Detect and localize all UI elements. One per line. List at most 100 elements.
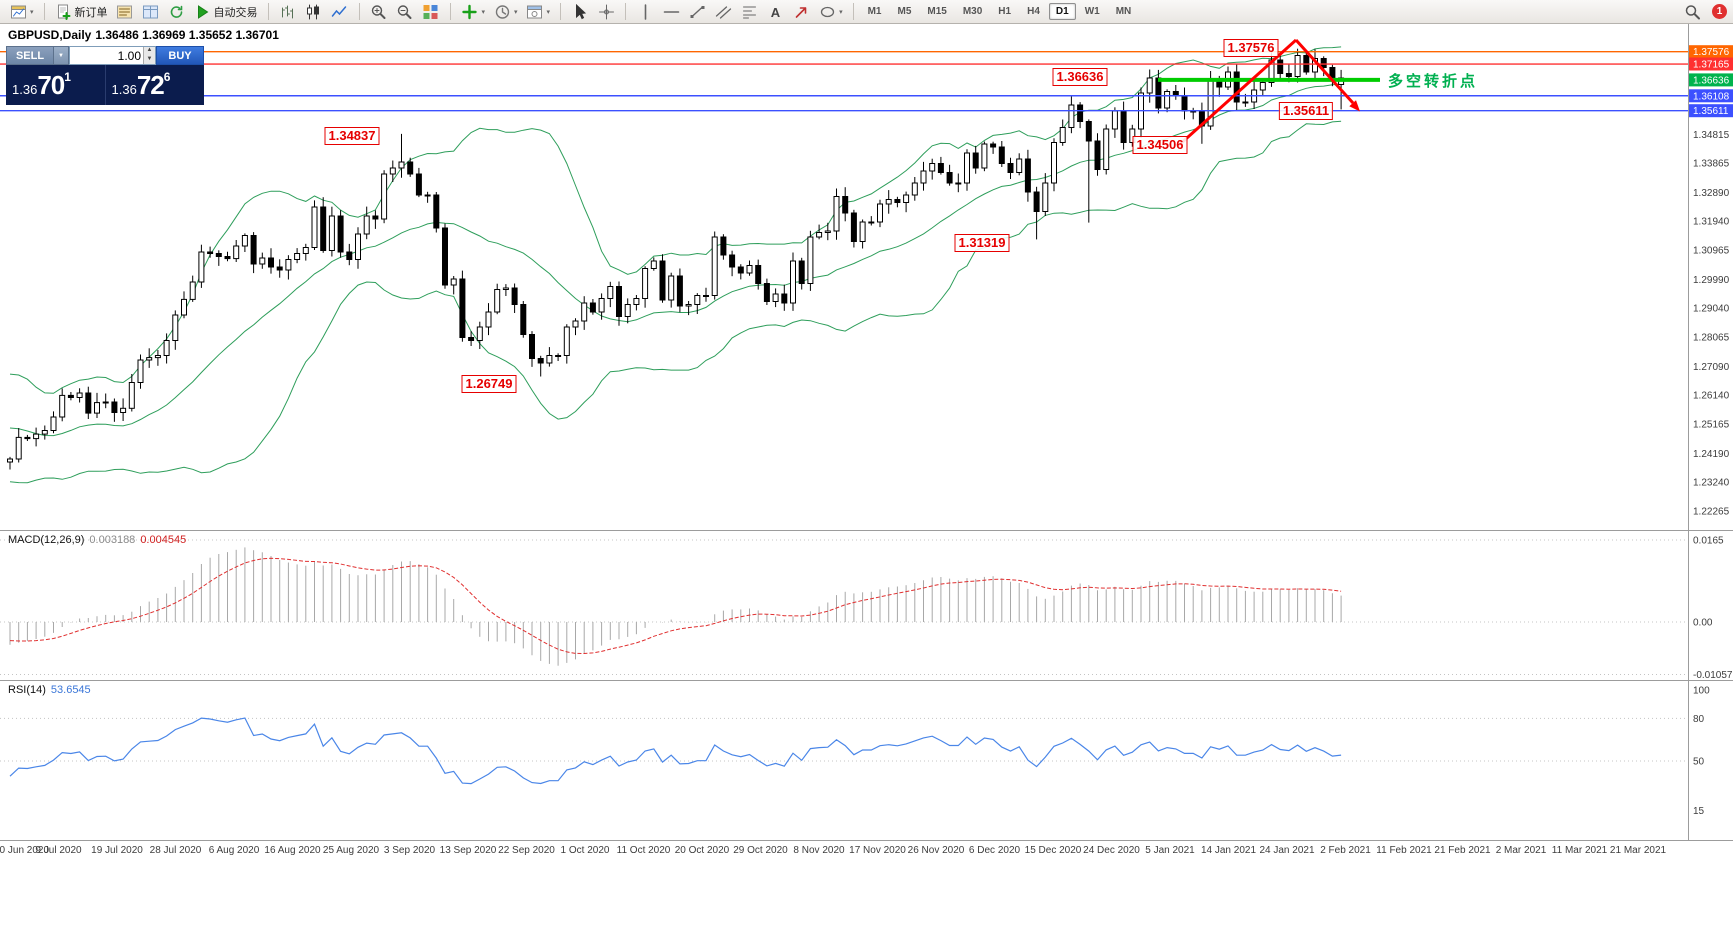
svg-text:21 Mar 2021: 21 Mar 2021 [1610,845,1667,856]
fibonacci-icon[interactable] [737,2,761,22]
templates-icon[interactable]: ▾ [523,2,554,22]
navigator-icon [168,3,186,21]
cursor-icon [571,3,589,21]
svg-text:6 Aug 2020: 6 Aug 2020 [209,845,260,856]
market-watch-icon[interactable] [113,2,137,22]
channel-icon[interactable] [711,2,735,22]
svg-text:0.0165: 0.0165 [1693,536,1724,547]
toolbar-separator [267,3,269,20]
indicators-icon[interactable]: ▾ [458,2,489,22]
svg-text:1.29990: 1.29990 [1693,275,1730,286]
zoom-in-icon [370,3,388,21]
horizontal-level-lines[interactable] [0,51,1688,112]
search-icon[interactable] [1680,2,1704,22]
svg-text:22 Sep 2020: 22 Sep 2020 [498,845,555,856]
new-order-button[interactable]: 新订单 [52,2,111,22]
timeframe-w1[interactable]: W1 [1084,6,1100,17]
shapes-icon[interactable]: ▾ [815,2,846,22]
bollinger-bands [9,46,1342,484]
cursor-icon[interactable] [568,2,592,22]
periods-icon [493,3,511,21]
svg-text:1.36108: 1.36108 [1693,91,1730,102]
svg-text:1.24190: 1.24190 [1693,449,1730,460]
trendline-icon[interactable] [685,2,709,22]
svg-text:100: 100 [1693,686,1710,697]
svg-text:1 Oct 2020: 1 Oct 2020 [561,845,610,856]
timeframe-m30[interactable]: M30 [962,6,983,17]
navigator-icon[interactable] [165,2,189,22]
timeframe-h4[interactable]: H4 [1027,6,1040,17]
line-chart-icon [331,3,349,21]
svg-text:30 Jun 2020: 30 Jun 2020 [0,845,49,856]
rsi-indicator [0,717,1688,785]
spinner-down-icon[interactable]: ▼ [143,55,155,64]
svg-text:11 Feb 2021: 11 Feb 2021 [1376,845,1432,856]
svg-text:1.27090: 1.27090 [1693,362,1730,373]
timeframe-m5[interactable]: M5 [897,6,912,17]
indicators-icon-caret[interactable]: ▾ [481,8,486,16]
new-chart-icon[interactable]: ▾ [6,2,37,22]
line-chart-icon[interactable] [328,2,352,22]
sell-price-prefix: 1.36 [12,82,38,97]
candlestick-chart-icon[interactable] [302,2,326,22]
spinner-up-icon[interactable]: ▲ [143,47,155,56]
arrows-icon[interactable] [789,2,813,22]
text-icon[interactable]: A [763,2,787,22]
timeframe-mn[interactable]: MN [1115,6,1132,17]
toolbar-separator [43,3,45,20]
svg-text:2 Mar 2021: 2 Mar 2021 [1496,845,1547,856]
notification-badge[interactable]: 1 [1712,4,1727,19]
svg-text:50: 50 [1693,757,1705,768]
macd-signal-line [9,557,1342,655]
zoom-out-icon[interactable] [393,2,417,22]
autotrade-icon [194,3,212,21]
periods-icon[interactable]: ▾ [490,2,521,22]
autotrade-button[interactable]: 自动交易 [191,2,261,22]
shapes-icon-caret[interactable]: ▾ [839,8,843,16]
crosshair-icon[interactable] [594,2,618,22]
zoom-in-icon[interactable] [367,2,391,22]
channel-icon [714,3,732,21]
new-order-icon [55,3,73,21]
timeframe-d1[interactable]: D1 [1048,3,1076,20]
price-scale-badge [1689,57,1733,71]
price-scale-badge [1689,45,1733,59]
timeframe-h1[interactable]: H1 [998,6,1012,17]
buy-price-display[interactable]: 1.36726 [106,65,205,105]
sell-price-display[interactable]: 1.36701 [6,65,105,105]
sell-button[interactable]: SELL [6,46,54,65]
toolbar-separator [358,3,360,20]
templates-icon-caret[interactable]: ▾ [546,8,551,16]
bar-chart-icon[interactable] [276,2,300,22]
volume-spinner[interactable]: ▲ ▼ [143,47,155,64]
vertical-line-icon [636,3,654,21]
trendline-icon [688,3,706,21]
svg-text:2 Feb 2021: 2 Feb 2021 [1320,845,1371,856]
indicators-icon [461,3,479,21]
svg-text:1.22265: 1.22265 [1693,507,1730,518]
order-options-dropdown[interactable]: ▼ [54,46,69,65]
horizontal-line-icon[interactable] [659,2,683,22]
vertical-line-icon[interactable] [633,2,657,22]
svg-text:6 Dec 2020: 6 Dec 2020 [969,845,1021,856]
svg-text:1.25165: 1.25165 [1693,420,1730,431]
panel-separators [0,24,1733,841]
trend-lines[interactable] [1176,38,1360,148]
timeframe-m15[interactable]: M15 [927,6,947,17]
periods-icon-caret[interactable]: ▾ [514,8,518,16]
svg-text:1.36636: 1.36636 [1693,75,1730,86]
macd-indicator-label: MACD(12,26,9) 0.003188 0.004545 [8,534,191,546]
data-window-icon[interactable] [139,2,163,22]
rsi-indicator-label: RSI(14) 53.6545 [8,684,96,696]
timeframe-m1[interactable]: M1 [867,6,882,17]
buy-button[interactable]: BUY [156,46,204,65]
tile-windows-icon[interactable] [419,2,443,22]
toolbar-separator [449,3,451,20]
svg-text:8 Nov 2020: 8 Nov 2020 [793,845,845,856]
volume-input[interactable] [70,47,143,64]
svg-text:1.35611: 1.35611 [1693,106,1729,117]
svg-text:14 Jan 2021: 14 Jan 2021 [1201,845,1256,856]
new-chart-icon-caret[interactable]: ▾ [30,8,34,16]
